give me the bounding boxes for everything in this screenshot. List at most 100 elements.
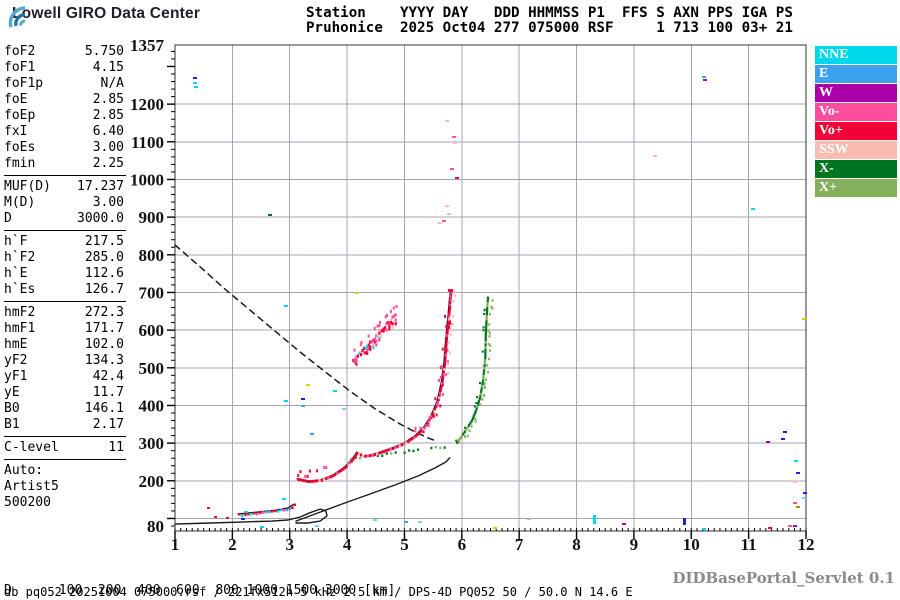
param-label: B1 [4,417,20,432]
svg-text:8: 8 [572,535,581,554]
param-row: C-level 11 [4,440,124,456]
svg-text:7: 7 [515,535,524,554]
svg-text:3: 3 [285,535,294,554]
svg-text:1100: 1100 [131,133,164,152]
param-row: h`F 217.5 [4,234,124,250]
param-value: 4.15 [92,60,124,75]
param-value: 2.85 [92,108,124,123]
transmission-curve [174,244,437,442]
panel-divider [4,459,126,460]
param-row: MUF(D) 17.237 [4,179,124,195]
legend-item-w: W [815,84,897,102]
auto-scaler-line: 500200 [4,495,51,510]
param-label: foEp [4,108,36,123]
panel-divider [4,301,126,302]
param-value: 134.3 [84,353,124,368]
auto-scaler-line: Artist5 [4,479,59,494]
param-row: yE 11.7 [4,385,124,401]
legend-item-vo-: Vo- [815,103,897,121]
param-value: 112.6 [84,266,124,281]
svg-text:300: 300 [139,434,165,453]
panel-divider [4,230,126,231]
param-label: foEs [4,140,36,155]
param-value: 146.1 [84,401,124,416]
param-label: h`F2 [4,250,36,265]
legend-item-x+: X+ [815,179,897,197]
param-value: 5.750 [84,44,124,59]
param-label: hmE [4,337,28,352]
param-label: fxI [4,124,28,139]
svg-text:400: 400 [139,396,165,415]
param-label: B0 [4,401,20,416]
param-row: foEp 2.85 [4,108,124,124]
echo-type-legend: NNE E W Vo- Vo+ SSW X- X+ [815,46,897,198]
legend-item-ssw: SSW [815,141,897,159]
svg-text:1: 1 [171,535,180,554]
param-value: 3000.0 [77,211,124,226]
param-value: 17.237 [77,179,124,194]
logo-container[interactable]: Lowell GIRO Data Center [8,5,201,28]
param-label: h`Es [4,282,36,297]
param-value: 42.4 [92,369,124,384]
svg-text:6: 6 [458,535,467,554]
panel-divider [4,436,126,437]
fitted-trace [296,289,452,482]
param-label: MUF(D) [4,179,51,194]
param-label: h`E [4,266,28,281]
param-row: B1 2.17 [4,417,124,433]
param-label: h`F [4,234,28,249]
svg-text:1357: 1357 [130,36,165,55]
param-row: h`E 112.6 [4,266,124,282]
param-row: hmF2 272.3 [4,305,124,321]
param-row: foF1 4.15 [4,60,124,76]
legend-item-vo+: Vo+ [815,122,897,140]
param-value: 11.7 [92,385,124,400]
param-row: h`F2 285.0 [4,250,124,266]
param-label: yF1 [4,369,28,384]
param-value: 6.40 [92,124,124,139]
param-label: hmF2 [4,305,36,320]
param-row: h`Es 126.7 [4,282,124,298]
auto-scaler-line: Auto: [4,463,44,478]
param-value: 2.17 [92,417,124,432]
svg-text:800: 800 [139,246,165,265]
svg-text:80: 80 [147,517,164,536]
noise-dots [193,76,807,530]
status-line: db pq052 20251004 075000.rsf / 221fx512h… [4,585,633,599]
svg-text:12: 12 [798,535,815,554]
legend-item-x-: X- [815,160,897,178]
profile-lower [174,508,328,525]
param-row: foF2 5.750 [4,44,124,60]
station-header-line1: Station YYYY DAY DDD HHMMSS P1 FFS S AXN… [306,5,793,21]
station-header: Station YYYY DAY DDD HHMMSS P1 FFS S AXN… [306,6,793,35]
param-label: foF1 [4,60,36,75]
x-trace-dashes [350,296,494,461]
parameter-panel: foF2 5.750 foF1 4.15 foF1p N/A foE 2.85 foEp 2.85… [4,44,126,511]
param-row: fxI 6.40 [4,124,124,140]
panel-divider [4,175,126,176]
svg-text:10: 10 [683,535,700,554]
svg-text:600: 600 [139,321,165,340]
dmuf-table: D 100 200 400 600 800 1000 1500 3000 [km… [4,556,403,600]
param-row: foE 2.85 [4,92,124,108]
logo-text: Lowell GIRO Data Center [12,5,201,22]
param-row: B0 146.1 [4,401,124,417]
param-row: yF1 42.4 [4,369,124,385]
param-label: C-level [4,440,59,455]
legend-item-e: E [815,65,897,83]
plot-grid [175,45,806,531]
param-label: yE [4,385,20,400]
param-label: D [4,211,12,226]
param-label: yF2 [4,353,28,368]
svg-text:2: 2 [228,535,237,554]
second-hop-dashes [352,304,398,366]
param-row: foEs 3.00 [4,140,124,156]
station-header-line2: Pruhonice 2025 Oct04 277 075000 RSF 1 71… [306,19,793,36]
svg-text:9: 9 [630,535,639,554]
param-label: foF2 [4,44,36,59]
plot-border [174,44,807,532]
legend-item-nne: NNE [815,46,897,64]
svg-text:500: 500 [139,359,165,378]
